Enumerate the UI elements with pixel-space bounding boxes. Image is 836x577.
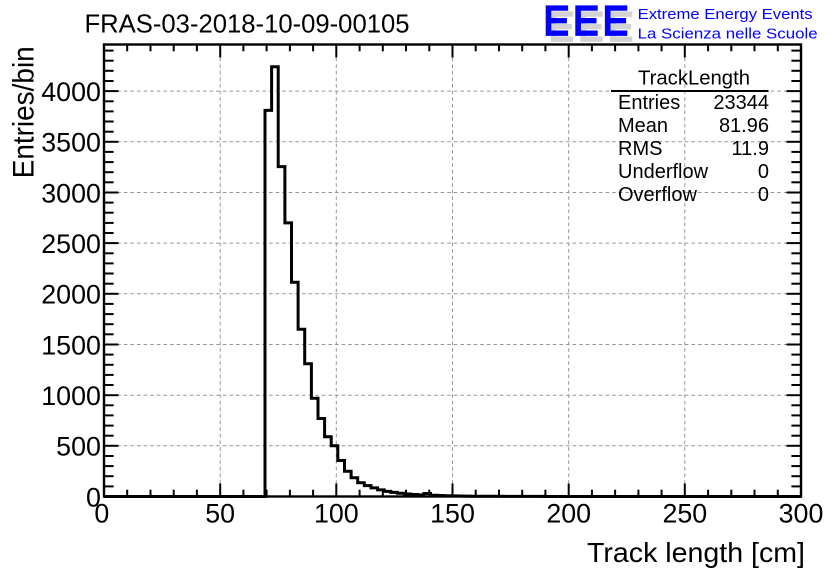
- svg-text:2000: 2000: [41, 280, 101, 310]
- svg-text:200: 200: [546, 499, 591, 529]
- svg-text:Entries/bin: Entries/bin: [8, 46, 41, 178]
- svg-text:1500: 1500: [41, 330, 101, 360]
- svg-text:Mean: Mean: [618, 115, 668, 137]
- svg-text:Entries: Entries: [618, 92, 680, 114]
- svg-text:Underflow: Underflow: [618, 161, 709, 183]
- svg-text:50: 50: [205, 499, 235, 529]
- svg-text:81.96: 81.96: [719, 115, 769, 137]
- svg-text:0: 0: [86, 482, 101, 512]
- svg-text:100: 100: [314, 499, 359, 529]
- svg-text:TrackLength: TrackLength: [638, 67, 750, 89]
- svg-text:300: 300: [779, 499, 824, 529]
- svg-text:2500: 2500: [41, 229, 101, 259]
- svg-text:11.9: 11.9: [732, 138, 769, 160]
- svg-text:1000: 1000: [41, 381, 101, 411]
- svg-text:500: 500: [56, 432, 101, 462]
- svg-text:3000: 3000: [41, 178, 101, 208]
- svg-text:0: 0: [94, 499, 109, 529]
- svg-text:Extreme Energy Events: Extreme Energy Events: [638, 6, 813, 23]
- svg-text:La Scienza nelle Scuole: La Scienza nelle Scuole: [638, 26, 818, 43]
- svg-text:0: 0: [758, 184, 769, 206]
- svg-text:0: 0: [758, 161, 769, 183]
- svg-text:250: 250: [662, 499, 707, 529]
- svg-text:Track length [cm]: Track length [cm]: [587, 537, 805, 568]
- svg-text:23344: 23344: [713, 92, 769, 114]
- svg-text:Overflow: Overflow: [618, 184, 697, 206]
- svg-text:RMS: RMS: [618, 138, 662, 160]
- svg-text:4000: 4000: [41, 77, 101, 107]
- svg-text:FRAS-03-2018-10-09-00105: FRAS-03-2018-10-09-00105: [85, 8, 410, 38]
- svg-text:150: 150: [430, 499, 475, 529]
- svg-text:3500: 3500: [41, 128, 101, 158]
